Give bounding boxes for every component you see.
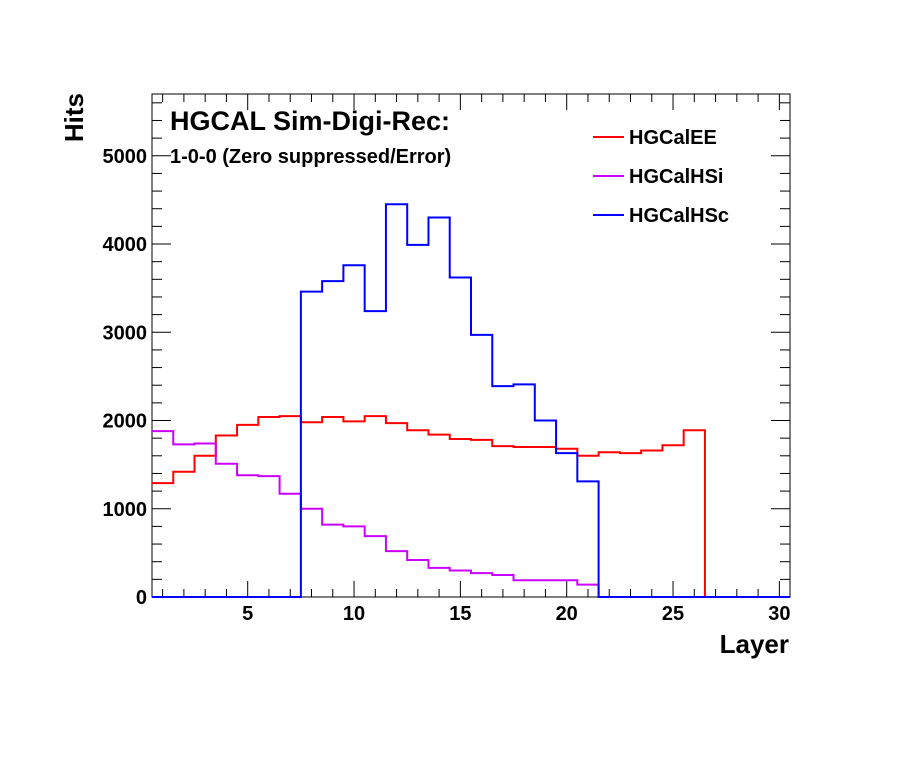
chart-subtitle: 1-0-0 (Zero suppressed/Error) xyxy=(170,146,451,168)
x-tick-label: 20 xyxy=(556,603,578,625)
y-tick-label: 0 xyxy=(136,587,147,609)
plot-frame xyxy=(151,93,791,598)
x-axis-title: Layer xyxy=(720,629,789,659)
y-tick-label: 5000 xyxy=(103,146,148,168)
x-tick-label: 15 xyxy=(449,603,471,625)
y-axis-title: Hits xyxy=(59,93,89,142)
legend: HGCalEE HGCalHSi HGCalHSc xyxy=(593,127,729,227)
x-axis-ticks: 5 10 15 20 25 30 xyxy=(162,94,790,625)
x-tick-label: 10 xyxy=(343,603,365,625)
x-tick-label: 5 xyxy=(242,603,253,625)
x-tick-label: 25 xyxy=(662,603,684,625)
legend-label-hgcalhsc: HGCalHSc xyxy=(629,205,729,227)
y-tick-label: 3000 xyxy=(103,322,148,344)
y-tick-label: 1000 xyxy=(103,499,148,521)
series-hgcalhsc-line xyxy=(152,203,790,598)
y-tick-label: 2000 xyxy=(103,411,148,433)
legend-label-hgcalee: HGCalEE xyxy=(629,127,717,149)
series-layer xyxy=(152,203,790,598)
series-hgcalee-line xyxy=(152,415,790,598)
series-hgcalhsi-line xyxy=(152,430,790,598)
y-axis-ticks: 0 1000 2000 3000 4000 5000 xyxy=(103,102,790,609)
chart-title: HGCAL Sim-Digi-Rec: xyxy=(170,106,450,136)
y-tick-label: 4000 xyxy=(103,234,148,256)
x-tick-label: 30 xyxy=(768,603,790,625)
legend-label-hgcalhsi: HGCalHSi xyxy=(629,166,723,188)
